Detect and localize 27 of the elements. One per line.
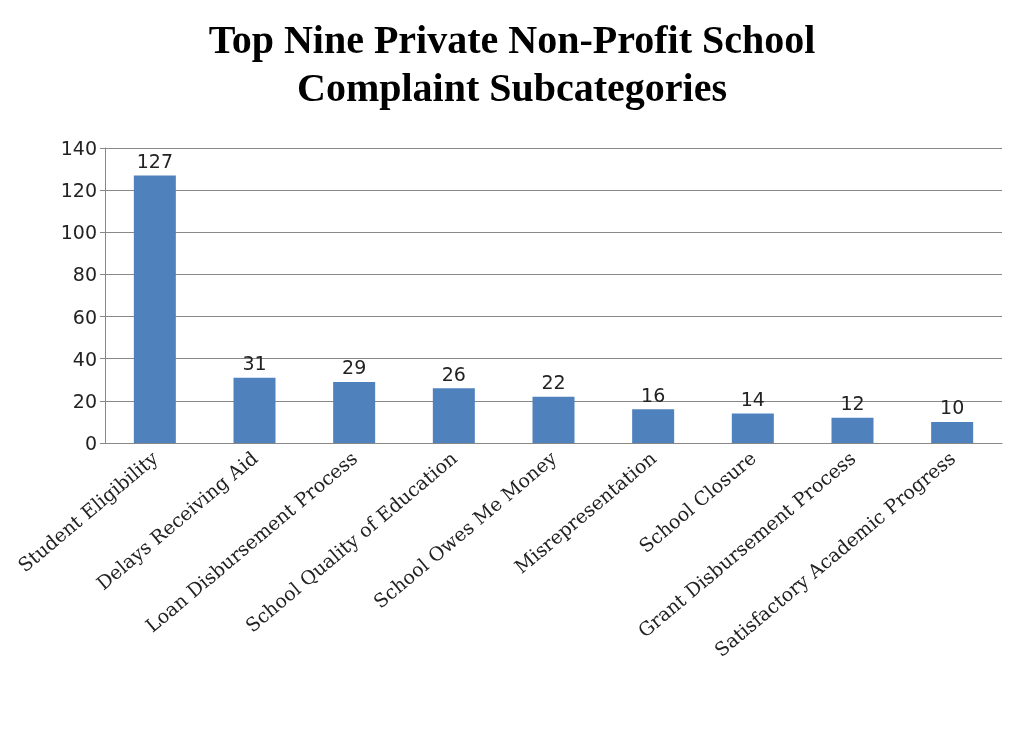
data-label: 14 <box>740 388 765 410</box>
y-tick-label: 20 <box>72 389 97 412</box>
data-label: 26 <box>441 362 466 385</box>
data-label: 127 <box>136 149 173 172</box>
data-label: 29 <box>342 356 367 379</box>
bar <box>632 409 675 443</box>
bar <box>233 377 276 443</box>
y-tick-label: 80 <box>72 263 97 286</box>
bar <box>333 381 376 443</box>
y-tick-label: 40 <box>72 347 97 370</box>
y-tick-label: 120 <box>60 179 97 202</box>
bar <box>931 421 974 443</box>
data-label: 12 <box>840 392 865 415</box>
data-label: 10 <box>940 396 965 419</box>
data-label: 31 <box>242 352 267 375</box>
y-tick-label: 0 <box>84 432 97 454</box>
bar <box>432 388 475 443</box>
data-label: 16 <box>641 383 666 406</box>
bar <box>731 413 774 443</box>
y-tick-label: 60 <box>72 305 97 328</box>
y-tick-label: 100 <box>60 221 97 244</box>
bar <box>532 396 575 443</box>
bar <box>831 417 874 443</box>
data-label: 22 <box>541 371 566 394</box>
chart-title: Top Nine Private Non-Profit School Complaint Subcategories <box>208 16 816 110</box>
y-tick-label: 140 <box>60 137 97 159</box>
bar <box>133 175 176 443</box>
